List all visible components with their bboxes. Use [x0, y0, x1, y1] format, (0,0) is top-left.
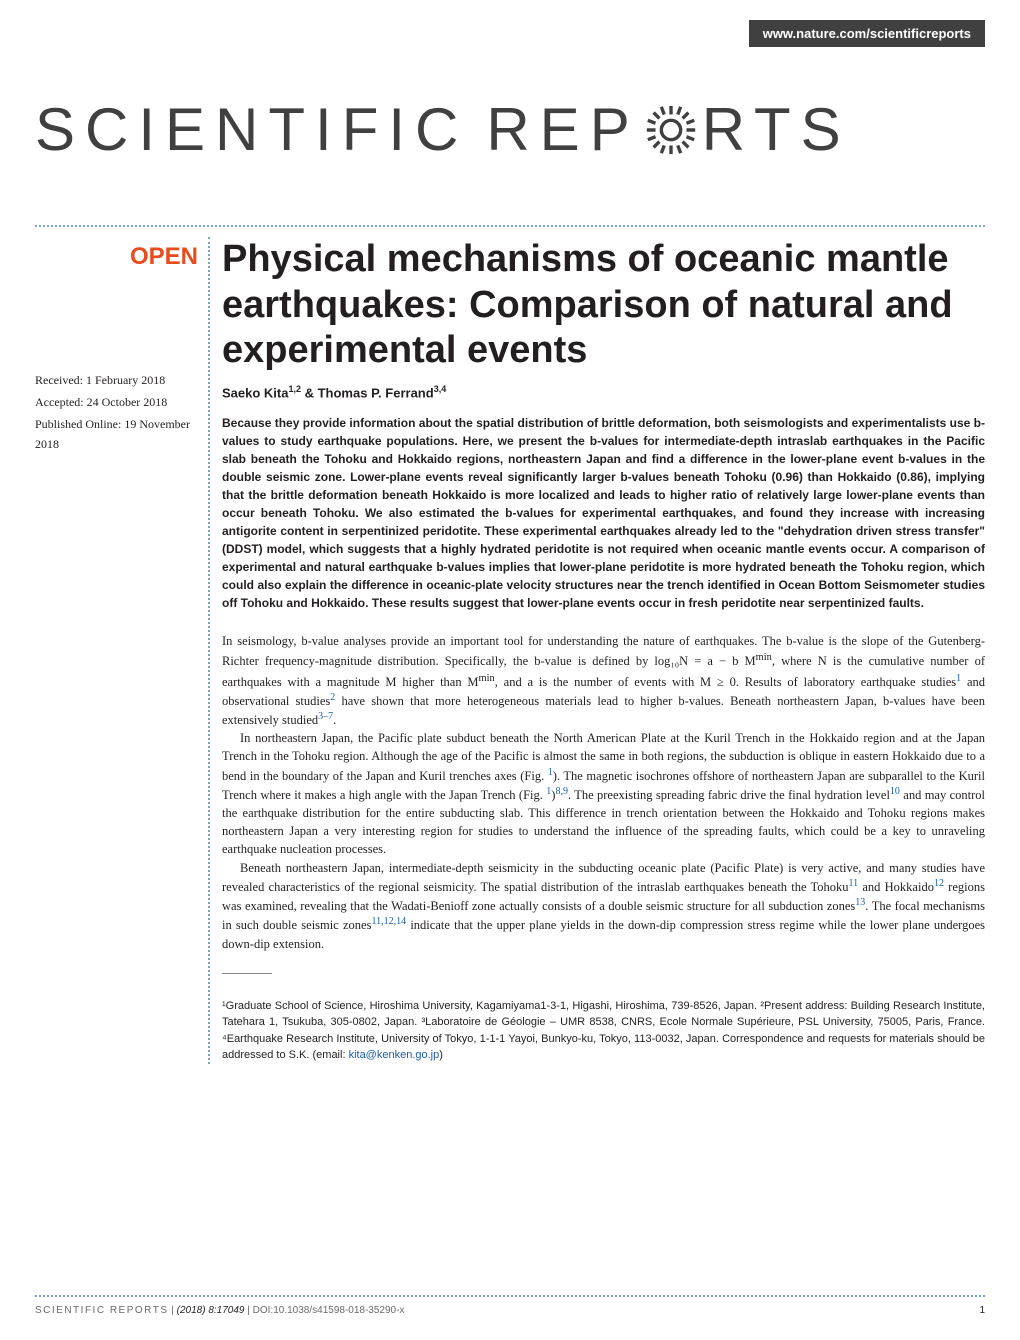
logo-left: SCIENTIFIC — [35, 95, 468, 164]
body-paragraph-1: In seismology, b-value analyses provide … — [222, 632, 985, 729]
footer-journal: SCIENTIFIC REPORTS — [35, 1305, 169, 1316]
ref-link[interactable]: 11 — [849, 878, 859, 889]
article-title: Physical mechanisms of oceanic mantle ea… — [222, 237, 985, 374]
page-footer: SCIENTIFIC REPORTS | (2018) 8:17049 | DO… — [35, 1295, 985, 1316]
corresponding-email[interactable]: kita@kenken.go.jp — [349, 1049, 440, 1061]
accepted-date: Accepted: 24 October 2018 — [35, 393, 198, 412]
received-date: Received: 1 February 2018 — [35, 371, 198, 390]
author-list: Saeko Kita1,2 & Thomas P. Ferrand3,4 — [222, 384, 985, 400]
body-paragraph-3: Beneath northeastern Japan, intermediate… — [222, 859, 985, 953]
ref-link[interactable]: 11,12,14 — [371, 916, 406, 927]
header-url: www.nature.com/scientificreports — [763, 26, 971, 41]
logo-right-pre: REP — [486, 95, 639, 164]
logo-text: SCIENTIFIC REP RTS — [35, 95, 985, 164]
ref-link[interactable]: 3–7 — [318, 711, 333, 722]
open-access-badge: OPEN — [35, 243, 198, 271]
footer-left: SCIENTIFIC REPORTS | (2018) 8:17049 | DO… — [35, 1305, 404, 1316]
logo-right-post: RTS — [702, 95, 851, 164]
ref-link[interactable]: 13 — [855, 897, 865, 908]
left-column: OPEN Received: 1 February 2018 Accepted:… — [35, 237, 210, 1064]
ref-link[interactable]: 12 — [934, 878, 944, 889]
content-wrapper: OPEN Received: 1 February 2018 Accepted:… — [35, 225, 985, 1064]
ref-link[interactable]: 8,9 — [555, 786, 568, 797]
abstract: Because they provide information about t… — [222, 414, 985, 612]
publication-dates: Received: 1 February 2018 Accepted: 24 O… — [35, 371, 198, 454]
affiliation-separator — [222, 973, 272, 974]
dotted-separator-top — [35, 225, 985, 227]
ref-link[interactable]: 10 — [890, 786, 900, 797]
footer-doi: | DOI:10.1038/s41598-018-35290-x — [247, 1305, 404, 1316]
page-number: 1 — [979, 1305, 985, 1316]
journal-logo: SCIENTIFIC REP RTS — [35, 95, 985, 164]
gear-icon — [642, 101, 700, 159]
body-paragraph-2: In northeastern Japan, the Pacific plate… — [222, 729, 985, 858]
header-url-bar: www.nature.com/scientificreports — [749, 20, 985, 47]
right-column: Physical mechanisms of oceanic mantle ea… — [222, 237, 985, 1064]
affiliations: ¹Graduate School of Science, Hiroshima U… — [222, 998, 985, 1064]
footer-citation: (2018) 8:17049 — [177, 1305, 248, 1316]
published-date: Published Online: 19 November 2018 — [35, 415, 198, 453]
